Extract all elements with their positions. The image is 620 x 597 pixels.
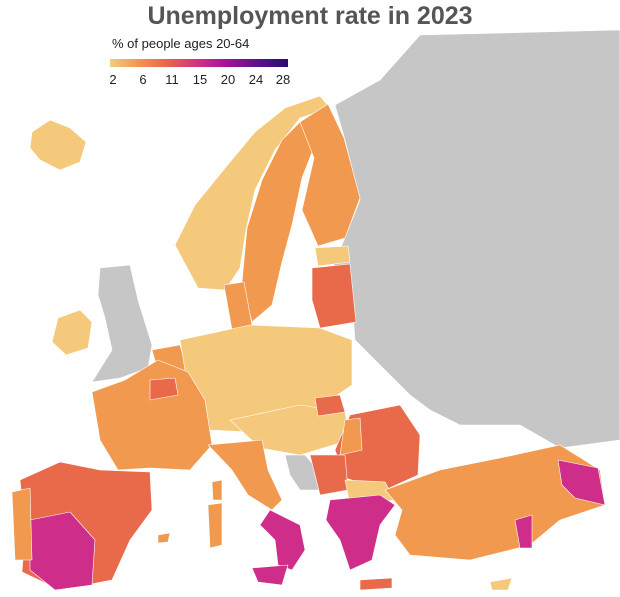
- region-iceland: [29, 119, 87, 171]
- legend-tick: 15: [192, 72, 208, 87]
- legend-tick: 6: [139, 72, 147, 87]
- region-sweden: [241, 121, 317, 323]
- region-italy-north: [207, 439, 283, 511]
- region-turkey: [384, 444, 606, 561]
- region-france-north: [149, 377, 179, 401]
- map-title: Unemployment rate in 2023: [147, 2, 473, 30]
- region-cyprus: [489, 577, 513, 591]
- legend-tick: 2: [109, 72, 117, 87]
- legend-tick: 28: [275, 72, 291, 87]
- region-turkey-southeast: [514, 514, 533, 549]
- region-uk: [91, 264, 153, 383]
- region-corsica: [211, 479, 223, 501]
- region-balearic: [157, 532, 171, 544]
- legend-color-bar: [110, 59, 288, 67]
- region-sicily: [251, 564, 289, 586]
- region-finland: [299, 103, 361, 247]
- region-russia-belarus-ukraine: [324, 29, 620, 449]
- region-slovakia-region: [314, 394, 346, 417]
- region-crete: [359, 577, 393, 591]
- legend-tick: 11: [165, 72, 179, 87]
- region-latvia-lithuania: [311, 263, 357, 329]
- region-turkey-east: [557, 459, 606, 506]
- legend-tick: 24: [248, 72, 264, 87]
- region-norway: [174, 95, 331, 291]
- region-estonia: [314, 245, 351, 267]
- region-italy-south: [259, 509, 306, 571]
- legend-subtitle: % of people ages 20-64: [112, 36, 250, 51]
- region-ireland: [51, 309, 93, 356]
- region-andalusia: [29, 511, 96, 591]
- legend-tick: 20: [220, 72, 236, 87]
- region-portugal: [11, 487, 33, 561]
- region-hungary-east: [339, 417, 363, 456]
- region-sardinia: [207, 502, 223, 549]
- region-greece: [325, 494, 396, 571]
